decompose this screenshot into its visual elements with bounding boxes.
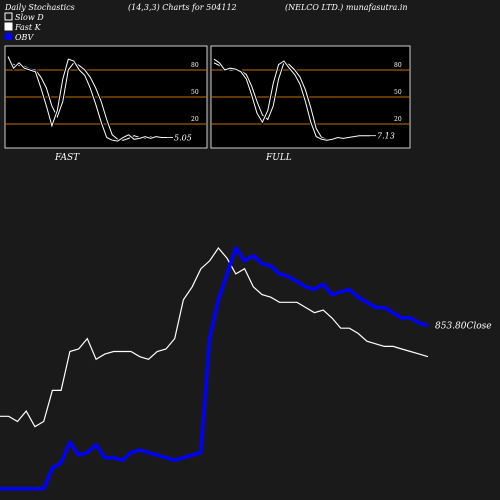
legend-slow-d-swatch <box>4 12 13 21</box>
legend: Slow D Fast K OBV <box>4 12 44 42</box>
fast-last-value: 5.05 <box>174 134 192 143</box>
obv-line <box>0 246 429 491</box>
header-params: (14,3,3) Charts for 504112 <box>128 3 237 12</box>
full-last-value: 7.13 <box>377 132 395 141</box>
full-stochastic-panel: 80 50 20 7.13 FULL <box>210 45 411 163</box>
price-line <box>0 247 429 428</box>
header-title: Daily Stochastics <box>4 3 75 12</box>
legend-obv-label: OBV <box>15 33 34 42</box>
full-tick-label: 80 <box>394 62 402 69</box>
close-price-label: 853.80Close <box>435 322 492 332</box>
full-tick-label: 20 <box>394 116 402 123</box>
legend-fast-k-swatch <box>4 22 13 31</box>
fast-tick-label: 80 <box>191 62 199 69</box>
fast-series-fast-k <box>7 56 167 142</box>
fast-stochastic-panel: 80 50 20 5.05 FAST <box>4 45 208 163</box>
full-series-fast-k <box>213 58 370 141</box>
legend-obv-swatch <box>5 33 12 40</box>
legend-slow-d-label: Slow D <box>15 13 44 22</box>
legend-fast-k-label: Fast K <box>14 23 42 32</box>
fast-tick-label: 50 <box>191 89 199 96</box>
fast-tick-label: 20 <box>191 116 199 123</box>
fast-panel-label: FAST <box>54 153 80 163</box>
header-company: (NELCO LTD.) munafasutra.in <box>285 3 408 12</box>
full-panel-label: FULL <box>265 153 292 163</box>
full-tick-label: 50 <box>394 89 402 96</box>
obv-price-panel: 853.80Close <box>0 246 492 491</box>
